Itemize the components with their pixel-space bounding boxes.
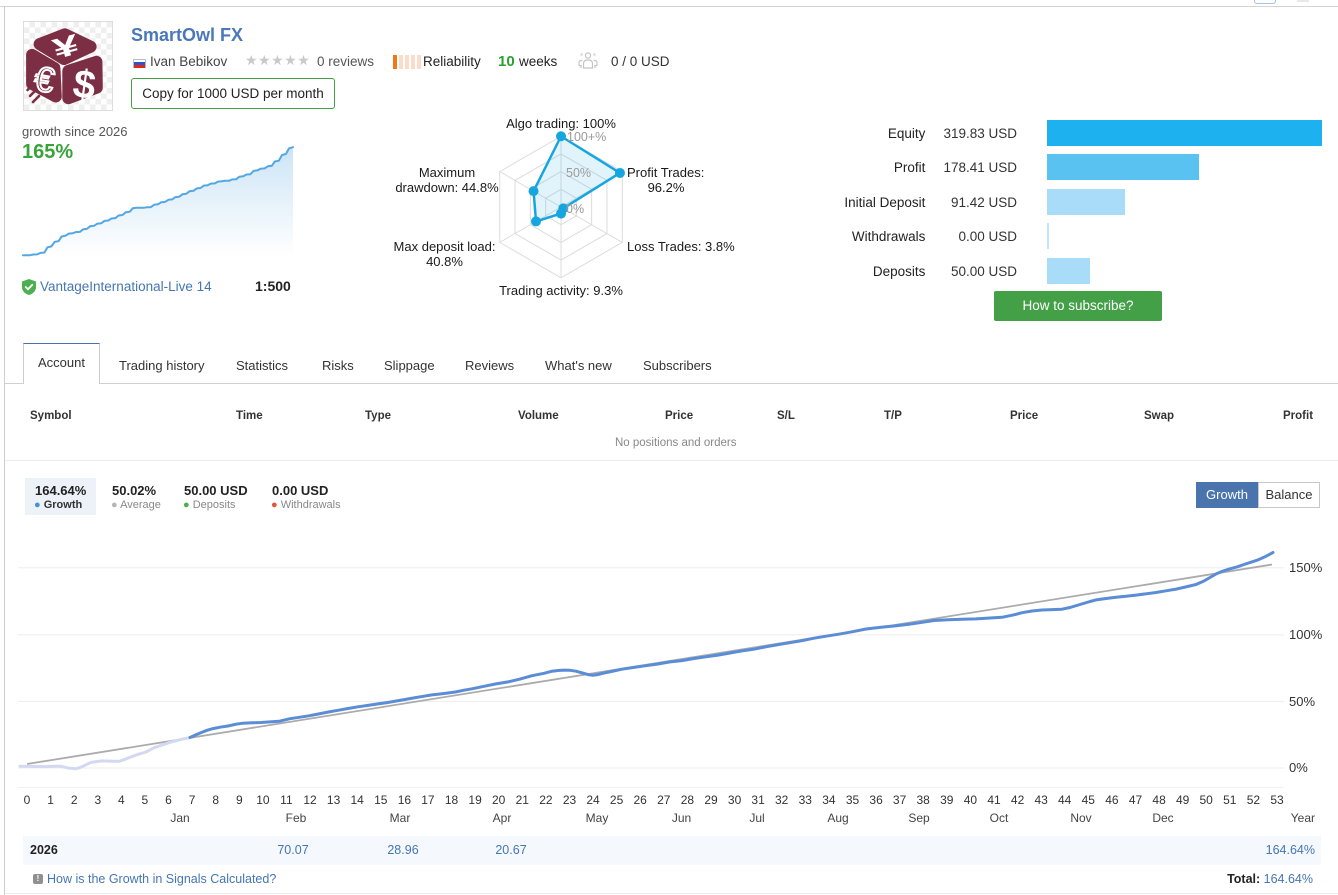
svg-text:50%: 50% <box>566 166 591 180</box>
svg-text:0%: 0% <box>566 202 584 216</box>
svg-text:$: $ <box>70 62 98 109</box>
svg-text:¥: ¥ <box>49 28 83 66</box>
svg-text:100+%: 100+% <box>567 130 606 144</box>
